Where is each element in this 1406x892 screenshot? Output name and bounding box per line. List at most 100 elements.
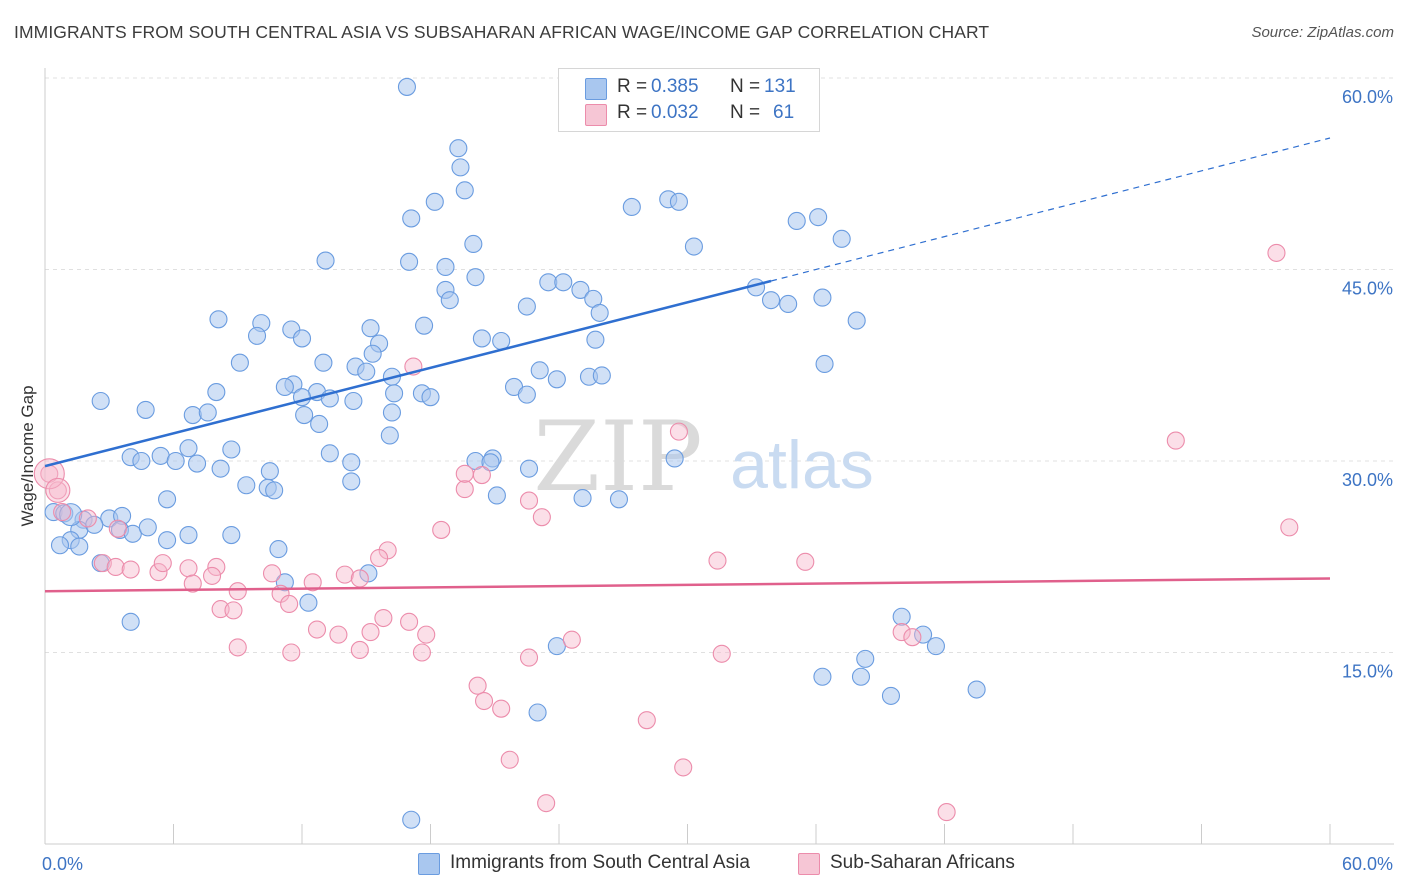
blue-point	[275, 573, 294, 592]
trend-lines	[44, 137, 1331, 593]
blue-point	[530, 361, 549, 380]
pink-point	[519, 648, 539, 667]
pink-point	[374, 608, 393, 628]
legend-n-label: N =	[730, 76, 761, 97]
blue-point	[455, 181, 474, 200]
pink-point	[203, 566, 222, 585]
pink-point-large	[45, 477, 71, 503]
blue-point	[179, 525, 198, 545]
pink-point	[307, 620, 327, 639]
pink-point	[228, 638, 247, 657]
blue-point	[436, 257, 455, 276]
pink-point	[106, 557, 125, 577]
blue-point	[188, 454, 207, 473]
pink-point	[53, 503, 72, 522]
pink-point	[335, 565, 354, 584]
pink-point	[412, 643, 431, 662]
bottom-legend-swatch-blue	[418, 853, 440, 875]
pink-point	[562, 630, 581, 649]
pink-point	[708, 551, 727, 570]
pink-point	[455, 480, 474, 499]
blue-point	[50, 536, 70, 555]
legend-r-label: R =	[617, 76, 648, 97]
correlation-legend: R = 0.385 N = 131 R = 0.032 N = 61	[558, 68, 820, 132]
blue-point	[967, 680, 986, 699]
blue-point	[310, 414, 329, 434]
blue-point	[622, 197, 641, 216]
pink-point	[468, 676, 487, 695]
y-tick-label: 45.0%	[1342, 279, 1393, 299]
blue-point	[547, 637, 566, 656]
pink-point	[224, 601, 243, 620]
pink-point	[149, 563, 168, 582]
pink-point	[262, 564, 282, 583]
blue-point	[481, 453, 500, 472]
blue-point	[136, 400, 155, 419]
blue-point	[592, 366, 611, 385]
blue-point	[554, 273, 573, 292]
blue-point	[357, 362, 376, 381]
blue-point	[151, 446, 170, 465]
blue-point	[832, 229, 851, 248]
pink-point	[472, 465, 491, 485]
blue-point	[183, 405, 202, 425]
blue-point	[547, 370, 566, 389]
blue-point	[472, 329, 491, 348]
blue-point	[342, 472, 361, 491]
pink-point	[796, 552, 815, 571]
blue-point	[359, 564, 378, 583]
blue-point	[926, 637, 945, 656]
pink-point	[78, 509, 97, 528]
pink-point	[228, 582, 247, 601]
pink-point-large	[33, 458, 65, 490]
blue-point	[265, 481, 284, 500]
bottom-legend-label-pink: Sub-Saharan Africans	[830, 852, 1015, 873]
blue-point	[138, 518, 157, 537]
blue-point	[400, 252, 419, 271]
blue-point	[363, 344, 382, 363]
pink-point	[474, 691, 494, 711]
blue-point	[517, 297, 536, 316]
blue-point	[211, 459, 230, 478]
blue-point	[342, 453, 361, 472]
pink-point	[303, 573, 322, 592]
pink-point	[108, 519, 127, 538]
tick-labels: 15.0% 30.0% 45.0% 60.0% 0.0% 60.0%	[42, 87, 1393, 874]
blue-point	[425, 192, 444, 211]
blue-point	[815, 354, 834, 374]
blue-point	[517, 385, 536, 404]
blue-point	[179, 439, 198, 458]
blue-point	[449, 139, 468, 158]
pink-point	[207, 557, 226, 577]
blue-point	[851, 667, 871, 686]
x-tick-label: 60.0%	[1342, 854, 1393, 874]
blue-point	[451, 158, 470, 177]
y-tick-label: 30.0%	[1342, 470, 1393, 490]
x-tick-label: 0.0%	[42, 854, 83, 874]
bottom-legend-label-blue: Immigrants from South Central Asia	[450, 852, 750, 873]
blue-point	[385, 384, 404, 403]
blue-point	[299, 593, 318, 612]
pink-point	[903, 628, 922, 647]
blue-point	[222, 440, 241, 459]
blue-point	[158, 531, 177, 550]
blue-trend-line	[44, 279, 772, 468]
blue-trend-extension	[770, 137, 1331, 282]
pink-point	[183, 574, 202, 593]
blue-point	[415, 316, 434, 335]
blue-point	[487, 486, 506, 505]
axes	[44, 68, 1394, 845]
series-pink-points	[33, 243, 1299, 822]
pink-point	[712, 644, 731, 663]
pink-point	[361, 623, 380, 642]
pink-point	[417, 625, 436, 644]
legend-n-value: 131	[764, 76, 796, 97]
legend-swatch-blue	[585, 78, 607, 100]
blue-point	[314, 353, 333, 372]
pink-point	[153, 554, 172, 573]
blue-point	[320, 444, 339, 463]
watermark-atlas: atlas	[730, 427, 874, 503]
series-blue-points	[44, 77, 986, 829]
pink-point	[179, 559, 198, 578]
blue-point	[70, 537, 89, 556]
